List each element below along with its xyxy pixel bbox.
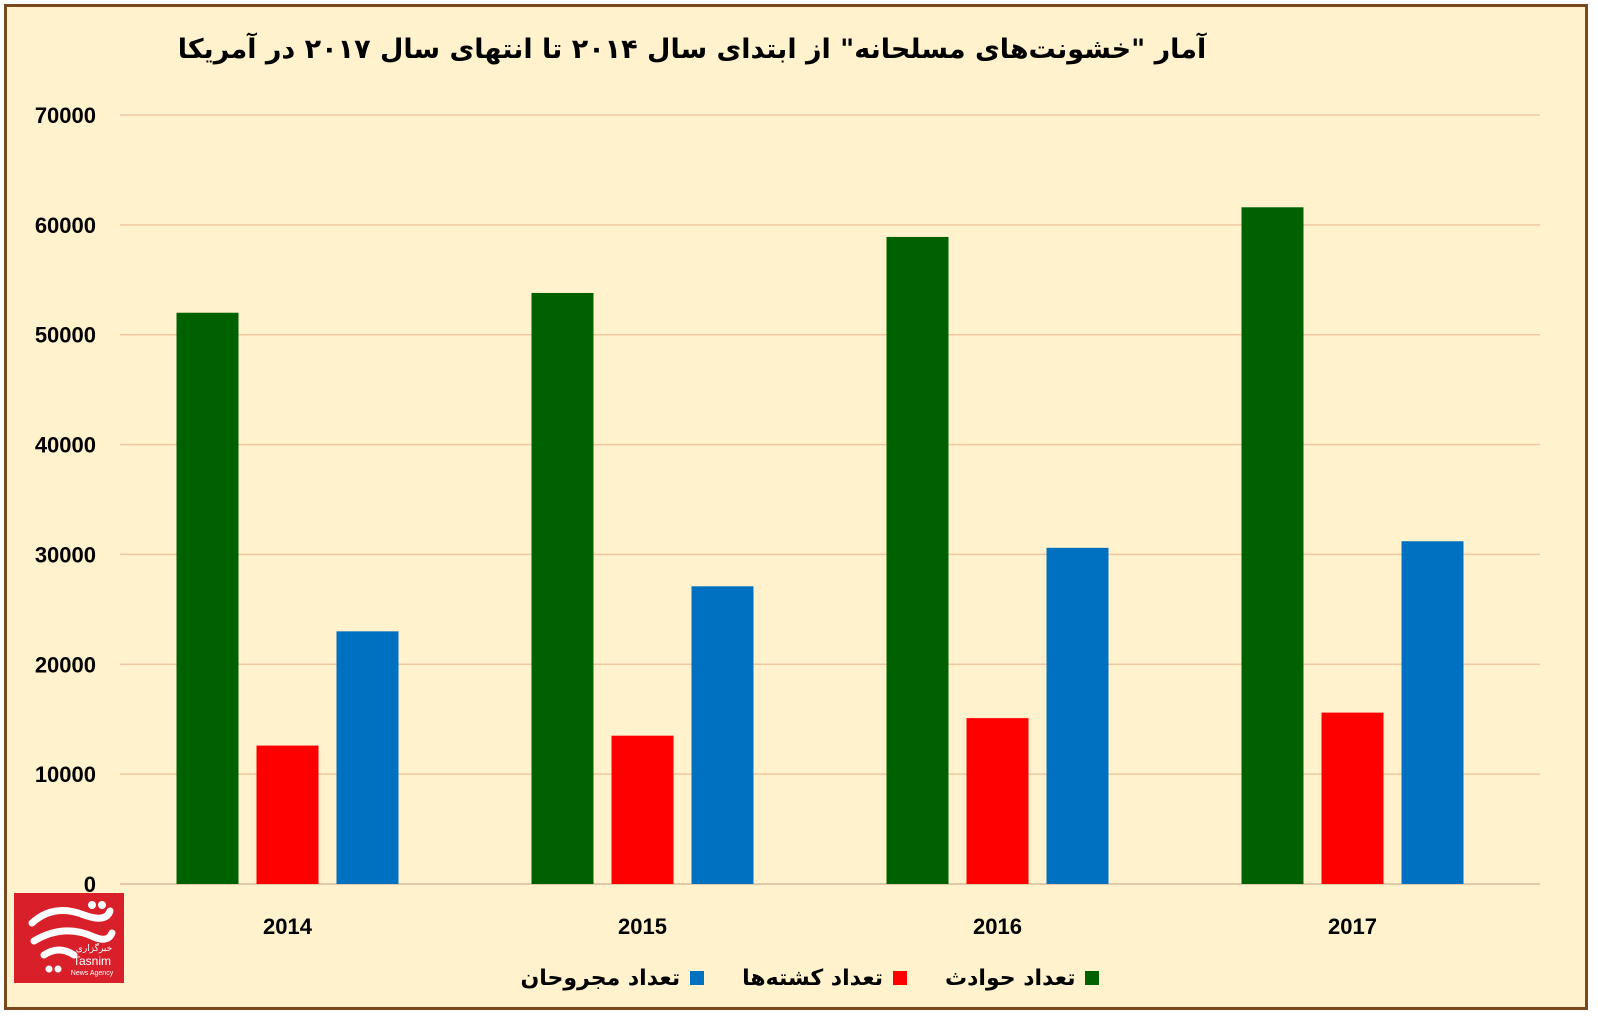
bar-2014-series-1 — [256, 745, 319, 884]
legend-label-killed: تعداد کشته‌ها — [742, 965, 884, 991]
tasnim-logo-icon: خبرگزاری Tasnim News Agency — [28, 901, 116, 977]
legend-item-injured: تعداد مجروحان — [521, 966, 705, 991]
legend-label-incidents: تعداد حوادث — [945, 965, 1076, 991]
legend-swatch-incidents — [1085, 971, 1100, 985]
bar-2015-series-0 — [531, 292, 594, 884]
bar-2017-series-0 — [1241, 207, 1304, 884]
y-tick-label: 60000 — [35, 213, 96, 238]
logo-subtext-en: News Agency — [71, 970, 114, 977]
y-tick-label: 10000 — [35, 762, 96, 787]
y-tick-label: 0 — [84, 872, 96, 897]
bar-2017-series-2 — [1401, 541, 1464, 884]
x-tick-label: 2016 — [973, 914, 1022, 939]
legend-item-killed: تعداد کشته‌ها — [742, 965, 908, 991]
bar-2016-series-0 — [886, 236, 949, 885]
logo-text-fa: خبرگزاری — [76, 942, 112, 954]
legend: تعداد حوادث تعداد کشته‌ها تعداد مجروحان — [500, 960, 1120, 996]
tasnim-logo: خبرگزاری Tasnim News Agency — [14, 893, 124, 983]
chart-title: آمار "خشونت‌های مسلحانه" از ابتدای سال ۲… — [177, 34, 1207, 65]
y-tick-label: 30000 — [35, 542, 96, 567]
y-tick-label: 70000 — [35, 103, 96, 128]
x-tick-label: 2017 — [1328, 914, 1377, 939]
y-tick-label: 20000 — [35, 652, 96, 677]
legend-swatch-killed — [893, 971, 908, 985]
y-tick-label: 50000 — [35, 323, 96, 348]
bar-2017-series-1 — [1321, 712, 1384, 884]
legend-label-injured: تعداد مجروحان — [520, 965, 681, 991]
x-tick-label: 2015 — [618, 914, 667, 939]
bar-2015-series-2 — [691, 586, 754, 884]
legend-item-incidents: تعداد حوادث — [945, 965, 1100, 991]
bar-2014-series-0 — [176, 312, 239, 884]
logo-text-en: Tasnim — [73, 954, 111, 968]
bar-2016-series-2 — [1046, 547, 1109, 884]
bar-2014-series-2 — [336, 631, 399, 884]
bar-2015-series-1 — [611, 735, 674, 884]
bar-2016-series-1 — [966, 718, 1029, 884]
legend-swatch-injured — [690, 971, 705, 985]
y-tick-label: 40000 — [35, 433, 96, 458]
x-tick-label: 2014 — [263, 914, 313, 939]
